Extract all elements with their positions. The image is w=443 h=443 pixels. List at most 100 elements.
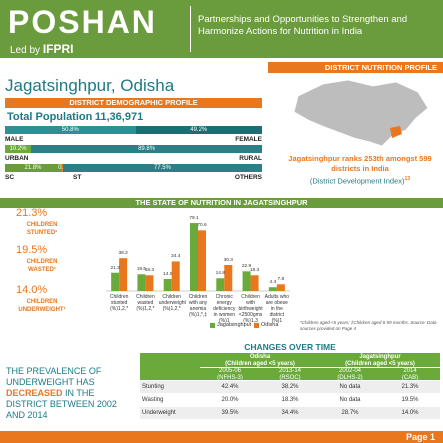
changes-title: CHANGES OVER TIME	[244, 342, 336, 352]
segment-label: 89.8%	[138, 146, 156, 152]
bar	[163, 278, 172, 291]
logo: POSHAN	[8, 4, 157, 40]
period-source: (NFHS-3)	[217, 375, 243, 381]
bar	[111, 272, 120, 291]
x-tick-label: Children with birthweight <2500gms (%)1,…	[238, 294, 263, 324]
demographic-segment: 10.2%	[5, 145, 32, 153]
period-header: 2005-06 (NFHS-3)	[200, 367, 260, 382]
stat-value: 19.5%	[16, 244, 48, 256]
demographic-label: SC	[5, 174, 15, 181]
table-cell: No data	[339, 384, 361, 390]
table-cell: Stunting	[142, 384, 165, 390]
stat-value: 14.0%	[16, 284, 48, 296]
stat-label: CHILDREN UNDERWEIGHT¹	[18, 299, 66, 313]
bar	[268, 287, 277, 291]
group-header: Odisha (Children aged <5 years)	[200, 354, 320, 368]
message-1: THE PREVALENCE OF UNDERWEIGHT HAS	[6, 366, 102, 387]
x-tick-label: Children stunted (%)1,2,*	[109, 294, 129, 312]
demographic-label: MALE	[5, 136, 24, 143]
period-year: 2002-04	[338, 368, 362, 374]
legend-swatch	[254, 323, 259, 328]
table-cell: Wasting	[142, 397, 164, 403]
data-label: 18.3	[144, 268, 155, 274]
period-source: (DLHS-2)	[337, 375, 363, 381]
district-map	[293, 79, 429, 147]
bar	[250, 275, 259, 291]
stat-label: CHILDREN STUNTED¹	[26, 222, 58, 236]
bar	[224, 264, 233, 291]
data-label: 14.0	[163, 271, 173, 277]
led-by: Led by IFPRI	[10, 42, 73, 56]
bar	[242, 271, 251, 291]
data-label: 14.8	[215, 271, 225, 277]
legend-label: Jagatsinghpur	[217, 322, 252, 328]
table-cell: 34.4%	[281, 410, 299, 416]
table-header-bg	[140, 353, 440, 380]
data-label: 79.1	[189, 216, 199, 222]
stat-label: CHILDREN WASTED¹	[26, 259, 58, 273]
group-name: Jagatsinghpur	[359, 354, 401, 360]
table-cell: 28.7%	[341, 410, 359, 416]
message-2: DECREASED	[6, 388, 63, 398]
bar	[171, 261, 180, 291]
rank-index: (District Development Index)	[309, 176, 405, 186]
table-cell: 39.5%	[221, 410, 239, 416]
group-sub: (Children aged <5 years)	[225, 361, 295, 367]
demographic-segment: 21.8%	[5, 164, 62, 172]
table-cell: 19.5%	[401, 397, 419, 403]
population: Total Population 11,36,971	[7, 111, 143, 123]
bar	[119, 258, 128, 291]
footnote: *Children aged <5 years; ‡Children aged …	[300, 320, 437, 331]
nutrition-banner: THE STATE OF NUTRITION IN JAGATSINGHPUR	[0, 198, 443, 208]
period-year: 2005-06	[218, 368, 242, 374]
table-cell: 14.0%	[401, 410, 419, 416]
table-cell: 21.3%	[401, 384, 419, 390]
rank-note: 13	[404, 176, 411, 182]
table-cell: 20.0%	[221, 397, 239, 403]
demographic-segment: 49.2%	[135, 126, 262, 134]
demographic-label: URBAN	[5, 155, 29, 162]
rank-text: Jagatsinghpur ranks 253th amongst 599 di…	[288, 154, 432, 173]
bar	[216, 278, 225, 291]
table-cell: 18.3%	[281, 397, 299, 403]
period-header: 2014 (CAB)	[380, 367, 440, 382]
x-tick-label: Children with any anemia (%)1,*,‡	[188, 294, 208, 318]
population-value: 11,36,971	[94, 111, 144, 123]
message: THE PREVALENCE OF UNDERWEIGHT HAS DECREA…	[6, 366, 134, 421]
period-year: 2013-14	[278, 368, 302, 374]
segment-label: 77.5%	[153, 165, 171, 171]
bar	[145, 275, 154, 291]
period-year: 2014	[403, 368, 417, 374]
data-label: 30.3	[223, 257, 233, 263]
table-cell: Underweight	[142, 410, 176, 416]
tagline: Partnerships and Opportunities to Streng…	[198, 14, 408, 37]
period-source: (CAB)	[401, 375, 419, 381]
period-header: 2002-04 (DLHS-2)	[320, 367, 380, 382]
group-name: Odisha	[249, 354, 271, 360]
bar	[190, 223, 198, 291]
x-tick-label: Adults who are obese in the district (%)…	[264, 294, 290, 324]
led-by-text: Led by	[10, 45, 41, 56]
x-tick-label: Chronic energy deficiency in women (%)1	[213, 294, 236, 324]
table-row	[140, 381, 440, 393]
header	[0, 0, 443, 58]
data-label: 70.6	[197, 223, 207, 229]
period-header: 2013-14 (RSOC)	[260, 367, 320, 382]
table-row	[140, 407, 440, 419]
page-number: Page 1	[0, 431, 443, 443]
demographic-label: ST	[73, 174, 82, 181]
x-tick-label: Children underweight (%)1,2,*	[158, 294, 186, 312]
group-header: Jagatsinghpur (Children aged <5 years)	[320, 354, 440, 368]
segment-label: 10.2%	[9, 146, 27, 152]
group-sub: (Children aged <5 years)	[345, 361, 415, 367]
led-by-org: IFPRI	[42, 42, 74, 56]
rank: Jagatsinghpur ranks 253th amongst 599 di…	[280, 154, 440, 187]
bar	[276, 284, 285, 291]
demographic-segment: 89.8%	[31, 145, 262, 153]
district-highlight	[390, 126, 402, 138]
data-label: 21.3	[110, 265, 120, 271]
data-label: 7.8	[277, 277, 285, 283]
segment-label: 49.2%	[190, 127, 208, 133]
